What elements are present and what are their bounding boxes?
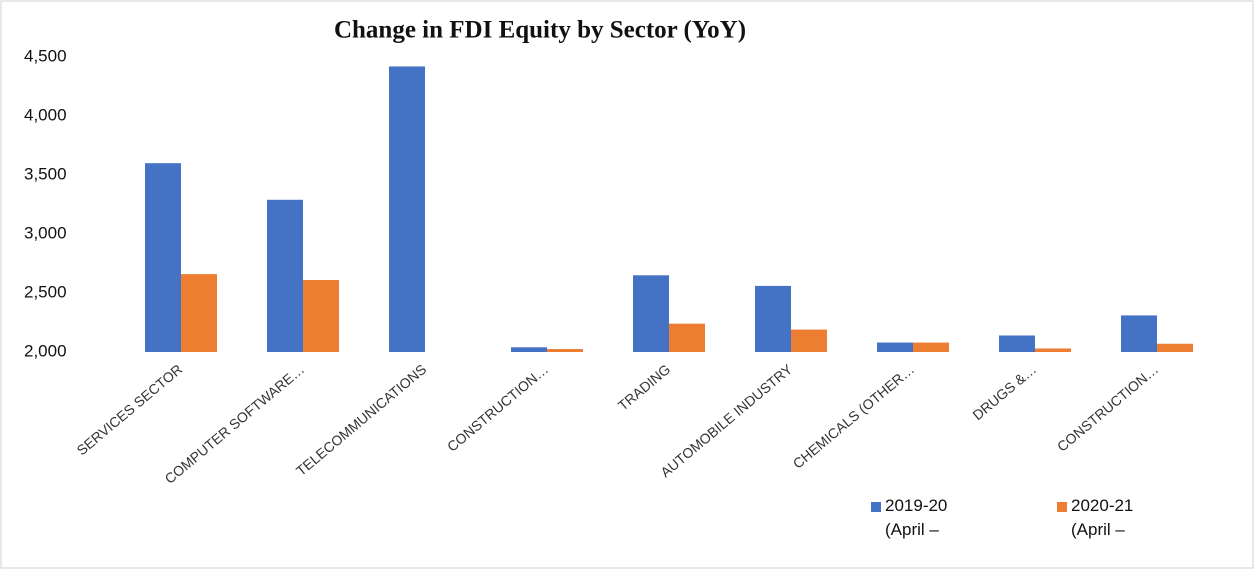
bar: [913, 342, 949, 352]
y-tick-label: 2,500: [24, 282, 67, 301]
legend-swatch: [1057, 502, 1067, 512]
x-tick-label: TRADING: [615, 361, 674, 414]
bar: [267, 199, 303, 352]
bar: [547, 349, 583, 352]
x-tick-label: CONSTRUCTION…: [444, 361, 551, 455]
bar: [877, 342, 913, 352]
x-tick-label: SERVICES SECTOR: [73, 361, 185, 458]
bar: [1157, 343, 1193, 352]
bar: [389, 66, 425, 352]
y-tick-label: 2,000: [24, 341, 67, 360]
chart-title: Change in FDI Equity by Sector (YoY): [334, 17, 746, 44]
y-tick-label: 3,500: [24, 164, 67, 183]
bar: [791, 329, 827, 352]
bar: [1121, 315, 1157, 352]
x-tick-label: AUTOMOBILE INDUSTRY: [657, 360, 796, 480]
x-tick-label: DRUGS &…: [969, 361, 1039, 423]
bar: [145, 163, 181, 352]
y-tick-label: 3,000: [24, 223, 67, 242]
legend-label: 2020-21 (April –: [1071, 496, 1133, 539]
x-tick-label: TELECOMMUNICATIONS: [293, 361, 429, 479]
bar: [633, 275, 669, 352]
bar: [999, 335, 1035, 352]
legend-swatch: [871, 502, 881, 512]
legend-label: 2019-20 (April –: [885, 496, 947, 539]
bar: [669, 323, 705, 352]
bar: [303, 280, 339, 352]
x-tick-label: COMPUTER SOFTWARE…: [162, 361, 308, 487]
y-tick-label: 4,000: [24, 105, 67, 124]
bar: [755, 285, 791, 352]
bar: [511, 347, 547, 352]
x-tick-label: CHEMICALS (OTHER…: [790, 361, 918, 472]
x-tick-label: CONSTRUCTION…: [1054, 361, 1161, 455]
y-tick-label: 4,500: [24, 46, 67, 65]
bar: [181, 274, 217, 352]
bar: [1035, 348, 1071, 352]
